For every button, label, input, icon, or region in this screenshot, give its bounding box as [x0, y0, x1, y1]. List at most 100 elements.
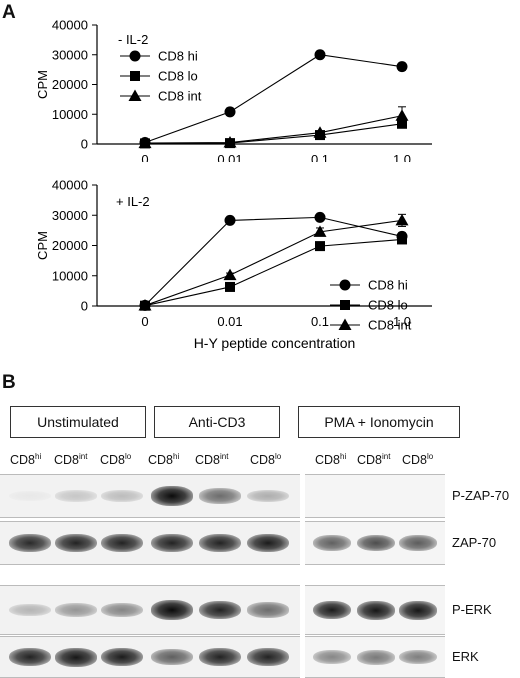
series-cd8-int — [138, 213, 409, 311]
series-line — [144, 238, 403, 307]
blot-band — [101, 647, 143, 667]
blot-band — [55, 533, 97, 553]
lane-label: CD8int — [54, 452, 87, 467]
blot-band — [55, 603, 97, 617]
legend-label: CD8 int — [158, 89, 202, 104]
lane-label: CD8lo — [100, 452, 131, 467]
series-line — [144, 219, 403, 307]
y-axis-label: CPM — [35, 70, 50, 99]
data-point — [314, 49, 326, 61]
legend: CD8 hi CD8 lo CD8 int — [330, 278, 412, 333]
lane-label-base: CD8 — [148, 453, 174, 468]
lane-label: CD8hi — [148, 452, 179, 467]
lane-label-base: CD8 — [357, 453, 383, 468]
y-tick-label: 20000 — [52, 238, 88, 253]
blot-band — [151, 533, 193, 553]
legend-label: CD8 int — [368, 318, 412, 333]
y-tick-label: 20000 — [52, 77, 88, 92]
data-point — [223, 136, 237, 148]
blot-band — [357, 534, 395, 552]
blot-band — [101, 489, 143, 503]
blot-row-label: ZAP-70 — [452, 535, 497, 550]
y-tick-label: 30000 — [52, 47, 88, 62]
lane-label-base: CD8 — [100, 453, 126, 468]
lane-label-superscript: int — [220, 452, 229, 461]
legend-marker — [338, 318, 352, 330]
data-point — [397, 234, 407, 245]
blot-band — [151, 486, 193, 506]
legend-label: CD8 lo — [158, 69, 198, 84]
blot-band — [199, 488, 241, 504]
blot-band — [247, 489, 289, 503]
blot-band — [199, 647, 241, 667]
data-point — [224, 106, 236, 118]
blot-band — [101, 602, 143, 618]
blot-row-label: P-ZAP-70 — [452, 488, 510, 503]
blot-row-label: ERK — [452, 649, 479, 664]
x-tick-label: 0.01 — [217, 314, 242, 329]
blot-band — [399, 649, 437, 665]
data-point — [225, 281, 235, 292]
blot-row-label: P-ERK — [452, 602, 492, 617]
lane-label-superscript: int — [382, 452, 391, 461]
legend-item: CD8 lo — [120, 69, 198, 84]
data-point — [396, 61, 408, 73]
legend-label: CD8 hi — [368, 278, 408, 293]
data-point — [395, 109, 409, 121]
blot-band — [399, 600, 437, 620]
lane-label-superscript: lo — [125, 452, 132, 461]
lane-label: CD8int — [195, 452, 228, 467]
lane-label-base: CD8 — [315, 453, 341, 468]
x-tick-label: 0 — [141, 152, 148, 162]
data-point — [314, 211, 326, 223]
lane-label-base: CD8 — [10, 453, 36, 468]
blot-band — [9, 647, 51, 667]
lane-label: CD8lo — [402, 452, 433, 467]
lane-label-superscript: hi — [35, 452, 42, 461]
group-label-pma-ionomycin: PMA + Ionomycin — [298, 406, 460, 438]
legend-marker — [128, 89, 142, 101]
data-point — [138, 136, 152, 149]
lane-label-superscript: hi — [340, 452, 347, 461]
blot-band — [55, 647, 97, 667]
blot-band — [357, 600, 395, 620]
legend-item: CD8 int — [330, 318, 412, 333]
legend-item: CD8 int — [120, 89, 202, 104]
blot-band — [313, 535, 351, 551]
y-tick-label: 10000 — [52, 107, 88, 122]
lane-label-superscript: int — [79, 452, 88, 461]
blot-band — [199, 600, 241, 620]
series-cd8-lo — [140, 234, 407, 311]
line-chart-minus-il2: 0 10000 20000 30000 40000 0 0.01 0.1 1.0 CPM - IL-… — [35, 18, 432, 162]
series-line — [144, 216, 403, 306]
condition-annotation: - IL-2 — [118, 32, 148, 47]
lane-label-superscript: lo — [427, 452, 434, 461]
y-tick-label: 0 — [81, 137, 88, 152]
x-tick-label: 1.0 — [393, 152, 411, 162]
lane-label: CD8int — [357, 452, 390, 467]
blot-band — [357, 649, 395, 665]
data-point — [224, 214, 236, 226]
blot-strip — [305, 474, 445, 518]
data-point — [315, 241, 325, 252]
blot-strip — [0, 474, 300, 518]
blot-band — [151, 600, 193, 620]
blot-band — [9, 490, 51, 502]
series-line — [144, 115, 403, 144]
series-cd8-int — [138, 106, 409, 149]
y-tick-label: 30000 — [52, 208, 88, 223]
legend-item: CD8 hi — [330, 278, 408, 293]
lane-label-superscript: lo — [275, 452, 282, 461]
legend-item: CD8 hi — [120, 49, 198, 64]
x-tick-label: 1.0 — [393, 314, 411, 329]
panel-b-label: B — [2, 372, 16, 393]
group-label-anti-cd3: Anti-CD3 — [154, 406, 280, 438]
lane-label: CD8hi — [10, 452, 41, 467]
y-tick-label: 0 — [81, 299, 88, 314]
series-line — [144, 54, 403, 144]
legend-label: CD8 lo — [368, 298, 408, 313]
lane-label: CD8lo — [250, 452, 281, 467]
data-point — [313, 126, 327, 138]
blot-band — [9, 603, 51, 617]
blot-band — [313, 600, 351, 620]
